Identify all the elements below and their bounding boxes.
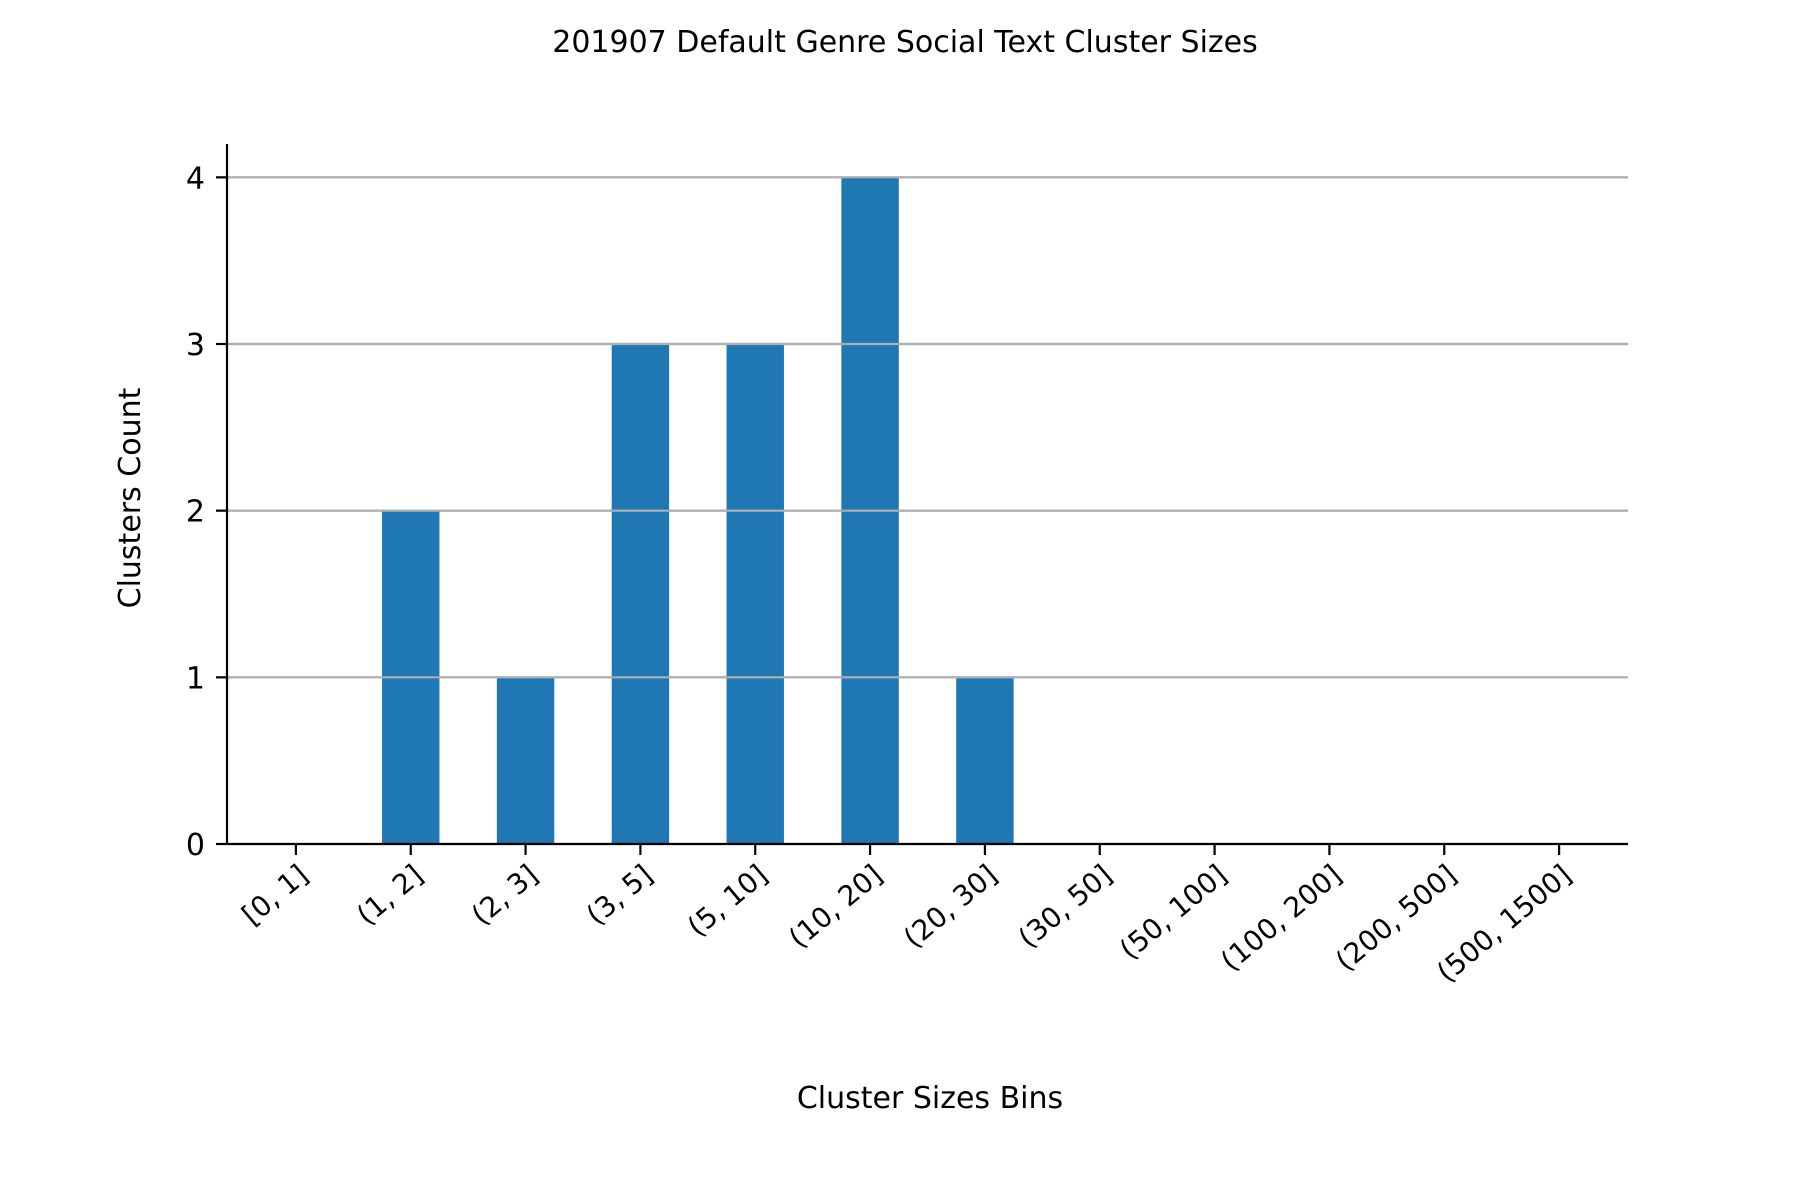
- y-tick-label: 1: [186, 661, 205, 696]
- x-tick-label: (1, 2]: [350, 858, 429, 932]
- bar: [956, 677, 1014, 844]
- chart-title: 201907 Default Genre Social Text Cluster…: [552, 25, 1258, 60]
- x-tick-label: (30, 50]: [1012, 858, 1118, 955]
- bar: [496, 677, 555, 844]
- x-axis-label: Cluster Sizes Bins: [797, 1081, 1063, 1116]
- y-tick-label: 0: [186, 828, 205, 863]
- bar: [611, 344, 670, 844]
- x-tick-label: (5, 10]: [681, 858, 774, 943]
- x-tick-label: (3, 5]: [580, 858, 659, 932]
- x-tick-label: [0, 1]: [236, 858, 315, 932]
- bar: [726, 344, 784, 844]
- x-tick-label: (20, 30]: [897, 858, 1003, 955]
- x-tick-label: (100, 200]: [1214, 858, 1347, 977]
- x-tick-label: (50, 100]: [1113, 858, 1233, 966]
- y-tick-label: 3: [186, 328, 205, 363]
- y-axis-label: Clusters Count: [113, 387, 148, 608]
- y-tick-label: 4: [186, 161, 205, 196]
- y-tick-label: 2: [186, 495, 205, 530]
- x-axis-ticks: [0, 1] (1, 2] (2, 3] (3, 5] (5, 10] (10, 20](…: [236, 844, 1578, 989]
- x-tick-label: (10, 20]: [782, 858, 888, 955]
- x-tick-label: (2, 3]: [465, 858, 544, 932]
- y-axis-ticks: 0 1 2 3 4: [186, 161, 227, 863]
- grid-lines-overlay: [227, 176, 1628, 679]
